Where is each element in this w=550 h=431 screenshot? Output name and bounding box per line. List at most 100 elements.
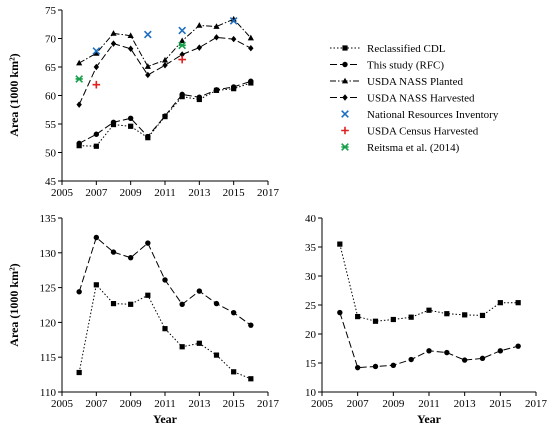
data-point xyxy=(93,234,100,241)
data-point xyxy=(390,362,397,369)
x-tick-label: 2005 xyxy=(51,187,74,199)
series-6 xyxy=(75,41,187,83)
data-point xyxy=(179,51,185,58)
series-1 xyxy=(337,309,521,371)
x-tick-label: 2013 xyxy=(188,398,211,410)
y-tick-label: 75 xyxy=(45,5,57,17)
y-tick-label: 110 xyxy=(40,387,57,399)
data-point xyxy=(426,348,432,354)
legend-item: Reitsma et al. (2014) xyxy=(341,142,460,154)
data-point xyxy=(444,349,450,356)
data-point xyxy=(248,78,254,84)
data-point xyxy=(408,314,414,320)
data-point xyxy=(110,249,117,255)
x-axis-label: Year xyxy=(417,412,442,426)
series-0 xyxy=(337,241,521,324)
y-tick-label: 70 xyxy=(45,34,57,46)
data-point xyxy=(247,34,254,41)
data-point xyxy=(162,326,168,332)
legend-item: National Resources Inventory xyxy=(341,109,499,121)
data-point xyxy=(355,314,361,320)
data-point xyxy=(110,30,117,36)
series-1 xyxy=(76,234,254,328)
x-tick-label: 2013 xyxy=(454,398,477,410)
data-point xyxy=(127,115,134,122)
y-tick-label: 10 xyxy=(305,387,317,399)
data-point xyxy=(110,40,117,47)
x-tick-label: 2005 xyxy=(51,398,74,410)
data-point xyxy=(337,309,343,316)
data-point xyxy=(196,44,203,51)
legend-label: This study (RFC) xyxy=(367,60,444,72)
data-point xyxy=(145,292,151,298)
data-point xyxy=(76,59,83,66)
y-tick-label: 60 xyxy=(45,91,57,103)
legend-item: USDA Census Harvested xyxy=(341,126,479,138)
data-point xyxy=(231,369,237,375)
data-point xyxy=(76,140,82,147)
y-tick-label: 120 xyxy=(40,317,57,329)
y-tick-label: 35 xyxy=(305,242,317,254)
data-point xyxy=(93,143,99,149)
legend-label: USDA NASS Planted xyxy=(367,76,463,88)
data-point xyxy=(462,312,468,318)
legend-marker xyxy=(341,143,349,151)
data-point xyxy=(93,63,100,71)
data-point xyxy=(497,348,504,354)
data-point xyxy=(179,37,186,44)
data-point xyxy=(196,288,203,294)
data-point xyxy=(92,80,101,89)
data-point xyxy=(196,22,203,28)
legend-marker xyxy=(342,94,348,101)
data-point xyxy=(76,289,82,295)
y-tick-label: 135 xyxy=(40,213,57,225)
data-point xyxy=(248,44,254,52)
data-point xyxy=(213,34,220,41)
legend-label: USDA Census Harvested xyxy=(367,126,479,138)
data-point xyxy=(143,30,152,39)
data-point xyxy=(426,307,432,313)
series-4 xyxy=(92,16,238,55)
data-point xyxy=(515,343,521,349)
data-point xyxy=(162,113,168,119)
data-point xyxy=(110,301,117,307)
data-point xyxy=(162,277,168,283)
data-point xyxy=(461,357,468,363)
legend-label: Reclassified CDL xyxy=(367,43,446,55)
y-axis-label: Area (1000 km²) xyxy=(7,53,21,136)
x-tick-label: 2015 xyxy=(223,187,246,199)
series-line xyxy=(78,80,251,144)
y-axis-label: Area (1000 km²) xyxy=(7,263,21,346)
legend-item: Reclassified CDL xyxy=(330,43,446,55)
x-tick-label: 2011 xyxy=(418,398,440,410)
legend-item: This study (RFC) xyxy=(330,60,444,72)
data-point xyxy=(444,311,450,317)
y-tick-label: 125 xyxy=(40,283,57,295)
x-tick-label: 2013 xyxy=(188,187,211,199)
x-tick-label: 2015 xyxy=(223,398,246,410)
legend-label: Reitsma et al. (2014) xyxy=(367,142,460,154)
legend-marker xyxy=(342,45,348,51)
data-point xyxy=(76,369,82,376)
series-5 xyxy=(92,55,186,89)
x-tick-label: 2005 xyxy=(311,398,334,410)
legend-label: National Resources Inventory xyxy=(367,109,499,121)
data-point xyxy=(337,241,343,247)
x-tick-label: 2009 xyxy=(120,187,143,199)
data-point xyxy=(248,322,254,328)
data-point xyxy=(178,55,186,64)
legend: Reclassified CDL This study (RFC) USDA NAS… xyxy=(330,43,499,154)
y-tick-label: 45 xyxy=(45,176,57,188)
data-point xyxy=(372,318,379,324)
series-0 xyxy=(76,282,254,382)
data-point xyxy=(248,376,254,382)
x-tick-label: 2009 xyxy=(120,398,143,410)
series-line xyxy=(339,312,519,369)
legend-marker xyxy=(341,110,349,118)
data-point xyxy=(515,300,521,306)
x-tick-label: 2007 xyxy=(85,398,108,410)
y-tick-label: 115 xyxy=(40,352,57,364)
data-point xyxy=(76,101,82,108)
legend-item: USDA NASS Harvested xyxy=(330,93,475,105)
data-point xyxy=(92,47,101,55)
